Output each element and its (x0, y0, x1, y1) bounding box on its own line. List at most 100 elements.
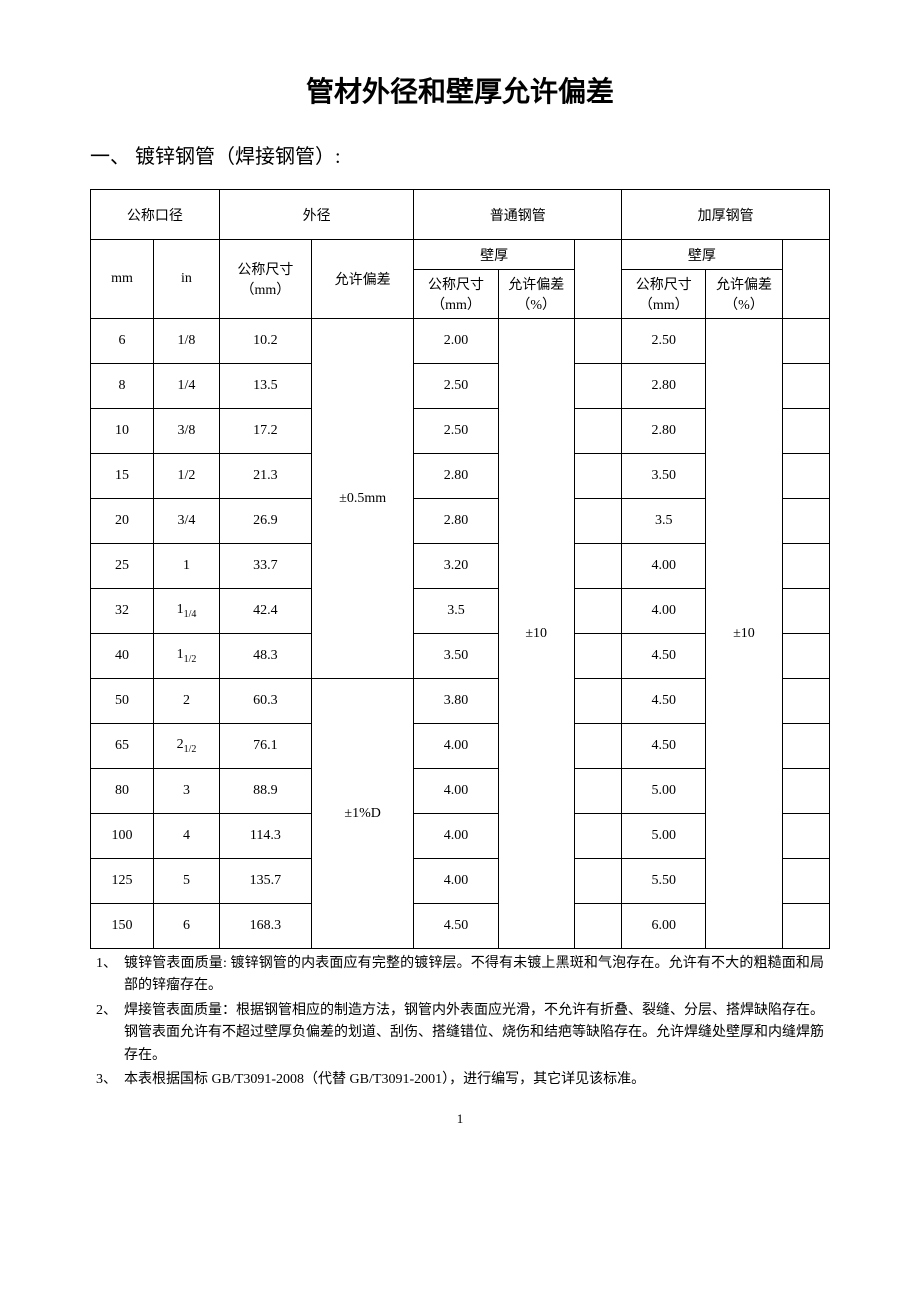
cell-empty (782, 409, 829, 454)
cell-wt-thick: 2.80 (622, 364, 706, 409)
note-num: 1、 (96, 953, 124, 998)
table-body: 61/810.2±0.5mm2.00±102.50±1081/413.52.50… (91, 319, 830, 949)
cell-mm: 80 (91, 769, 154, 814)
cell-wt-thick: 2.80 (622, 409, 706, 454)
cell-wt-tolerance: ±10 (498, 319, 574, 949)
cell-wt-normal: 4.50 (414, 904, 498, 949)
section-heading: 一、 镀锌钢管（焊接钢管）: (90, 140, 830, 169)
note-text: 镀锌管表面质量: 镀锌钢管的内表面应有完整的镀锌层。不得有未镀上黑斑和气泡存在。… (124, 953, 824, 998)
cell-in: 21/2 (154, 724, 220, 769)
cell-empty (782, 319, 829, 364)
cell-wt-normal: 3.5 (414, 589, 498, 634)
cell-empty (574, 679, 621, 724)
page-title: 管材外径和壁厚允许偏差 (90, 70, 830, 110)
cell-wt-normal: 2.80 (414, 454, 498, 499)
header-mm: mm (91, 240, 154, 319)
cell-empty (782, 814, 829, 859)
cell-in: 4 (154, 814, 220, 859)
cell-empty (782, 499, 829, 544)
cell-od: 33.7 (219, 544, 311, 589)
cell-wt-thick: 6.00 (622, 904, 706, 949)
cell-in: 1/2 (154, 454, 220, 499)
cell-empty (782, 859, 829, 904)
header-empty-2 (782, 240, 829, 319)
header-nominal-dia: 公称口径 (91, 190, 220, 240)
cell-wt-thick: 4.50 (622, 679, 706, 724)
cell-in: 5 (154, 859, 220, 904)
cell-wt-thick: 3.50 (622, 454, 706, 499)
cell-wt-tolerance: ±10 (706, 319, 782, 949)
cell-od: 135.7 (219, 859, 311, 904)
cell-mm: 25 (91, 544, 154, 589)
cell-in: 1 (154, 544, 220, 589)
cell-od: 21.3 (219, 454, 311, 499)
cell-in: 6 (154, 904, 220, 949)
cell-wt-thick: 2.50 (622, 319, 706, 364)
cell-in: 11/4 (154, 589, 220, 634)
cell-mm: 150 (91, 904, 154, 949)
cell-empty (574, 769, 621, 814)
header-wt-tol-1: 允许偏差（%） (498, 270, 574, 319)
cell-empty (782, 589, 829, 634)
cell-od: 26.9 (219, 499, 311, 544)
cell-wt-normal: 2.50 (414, 409, 498, 454)
cell-empty (574, 724, 621, 769)
cell-empty (574, 544, 621, 589)
cell-wt-thick: 5.00 (622, 769, 706, 814)
note-item: 2、 焊接管表面质量：根据钢管相应的制造方法，钢管内外表面应光滑，不允许有折叠、… (96, 1000, 824, 1067)
cell-mm: 100 (91, 814, 154, 859)
cell-wt-normal: 4.00 (414, 724, 498, 769)
cell-in: 11/2 (154, 634, 220, 679)
cell-mm: 10 (91, 409, 154, 454)
cell-wt-thick: 5.00 (622, 814, 706, 859)
cell-in: 1/8 (154, 319, 220, 364)
cell-empty (782, 904, 829, 949)
cell-od: 13.5 (219, 364, 311, 409)
cell-empty (574, 499, 621, 544)
note-item: 3、 本表根据国标 GB/T3091-2008（代替 GB/T3091-2001… (96, 1069, 824, 1091)
table-row: 61/810.2±0.5mm2.00±102.50±10 (91, 319, 830, 364)
cell-empty (782, 544, 829, 589)
cell-empty (574, 634, 621, 679)
header-empty-1 (574, 240, 621, 319)
cell-empty (574, 319, 621, 364)
header-tolerance: 允许偏差 (311, 240, 414, 319)
header-outer-dia: 外径 (219, 190, 414, 240)
cell-mm: 125 (91, 859, 154, 904)
cell-empty (574, 814, 621, 859)
cell-od: 88.9 (219, 769, 311, 814)
cell-in: 3/4 (154, 499, 220, 544)
header-wall-thickness-1: 壁厚 (414, 240, 574, 270)
cell-wt-normal: 3.80 (414, 679, 498, 724)
header-normal-pipe: 普通钢管 (414, 190, 622, 240)
note-num: 3、 (96, 1069, 124, 1091)
header-wt-nominal-2: 公称尺寸（mm） (622, 270, 706, 319)
cell-empty (574, 589, 621, 634)
cell-wt-normal: 4.00 (414, 769, 498, 814)
note-num: 2、 (96, 1000, 124, 1067)
cell-wt-normal: 3.50 (414, 634, 498, 679)
notes-section: 1、 镀锌管表面质量: 镀锌钢管的内表面应有完整的镀锌层。不得有未镀上黑斑和气泡… (90, 953, 830, 1091)
cell-wt-normal: 4.00 (414, 814, 498, 859)
cell-empty (574, 409, 621, 454)
cell-mm: 8 (91, 364, 154, 409)
cell-wt-normal: 3.20 (414, 544, 498, 589)
cell-od: 168.3 (219, 904, 311, 949)
cell-od: 17.2 (219, 409, 311, 454)
cell-in: 3/8 (154, 409, 220, 454)
cell-empty (782, 454, 829, 499)
header-thick-pipe: 加厚钢管 (622, 190, 830, 240)
cell-mm: 65 (91, 724, 154, 769)
header-wt-nominal-1: 公称尺寸（mm） (414, 270, 498, 319)
cell-mm: 50 (91, 679, 154, 724)
cell-empty (574, 904, 621, 949)
cell-empty (574, 859, 621, 904)
cell-wt-normal: 2.00 (414, 319, 498, 364)
header-wt-tol-2: 允许偏差（%） (706, 270, 782, 319)
header-wall-thickness-2: 壁厚 (622, 240, 782, 270)
cell-wt-normal: 2.50 (414, 364, 498, 409)
header-in: in (154, 240, 220, 319)
cell-mm: 20 (91, 499, 154, 544)
cell-wt-thick: 3.5 (622, 499, 706, 544)
cell-od-tolerance: ±1%D (311, 679, 414, 949)
